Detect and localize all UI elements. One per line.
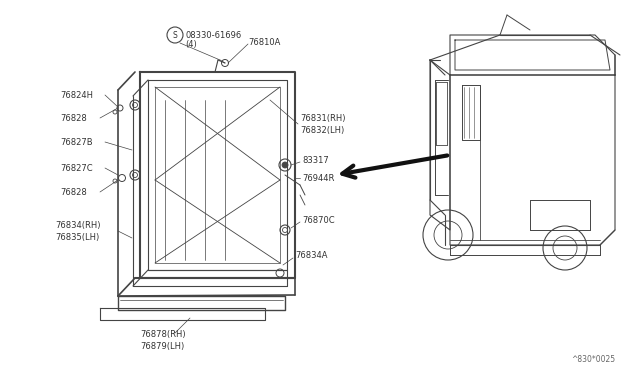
Text: (4): (4) xyxy=(185,39,196,48)
Text: ^830*0025: ^830*0025 xyxy=(571,356,615,365)
Circle shape xyxy=(282,162,288,168)
Text: 76810A: 76810A xyxy=(248,38,280,46)
Text: 76879(LH): 76879(LH) xyxy=(140,343,184,352)
Text: 83317: 83317 xyxy=(302,155,329,164)
Text: 76835(LH): 76835(LH) xyxy=(55,232,99,241)
Text: 76834(RH): 76834(RH) xyxy=(55,221,100,230)
Text: 76832(LH): 76832(LH) xyxy=(300,125,344,135)
Text: S: S xyxy=(173,31,177,39)
Text: 76944R: 76944R xyxy=(302,173,334,183)
Text: 76828: 76828 xyxy=(60,113,87,122)
Text: 76827B: 76827B xyxy=(60,138,93,147)
Text: 76870C: 76870C xyxy=(302,215,335,224)
Text: 76834A: 76834A xyxy=(295,250,328,260)
Text: 76828: 76828 xyxy=(60,187,87,196)
Text: 76878(RH): 76878(RH) xyxy=(140,330,186,340)
Text: 76831(RH): 76831(RH) xyxy=(300,113,346,122)
Text: 08330-61696: 08330-61696 xyxy=(185,31,241,39)
Text: 76827C: 76827C xyxy=(60,164,93,173)
Text: 76824H: 76824H xyxy=(60,90,93,99)
